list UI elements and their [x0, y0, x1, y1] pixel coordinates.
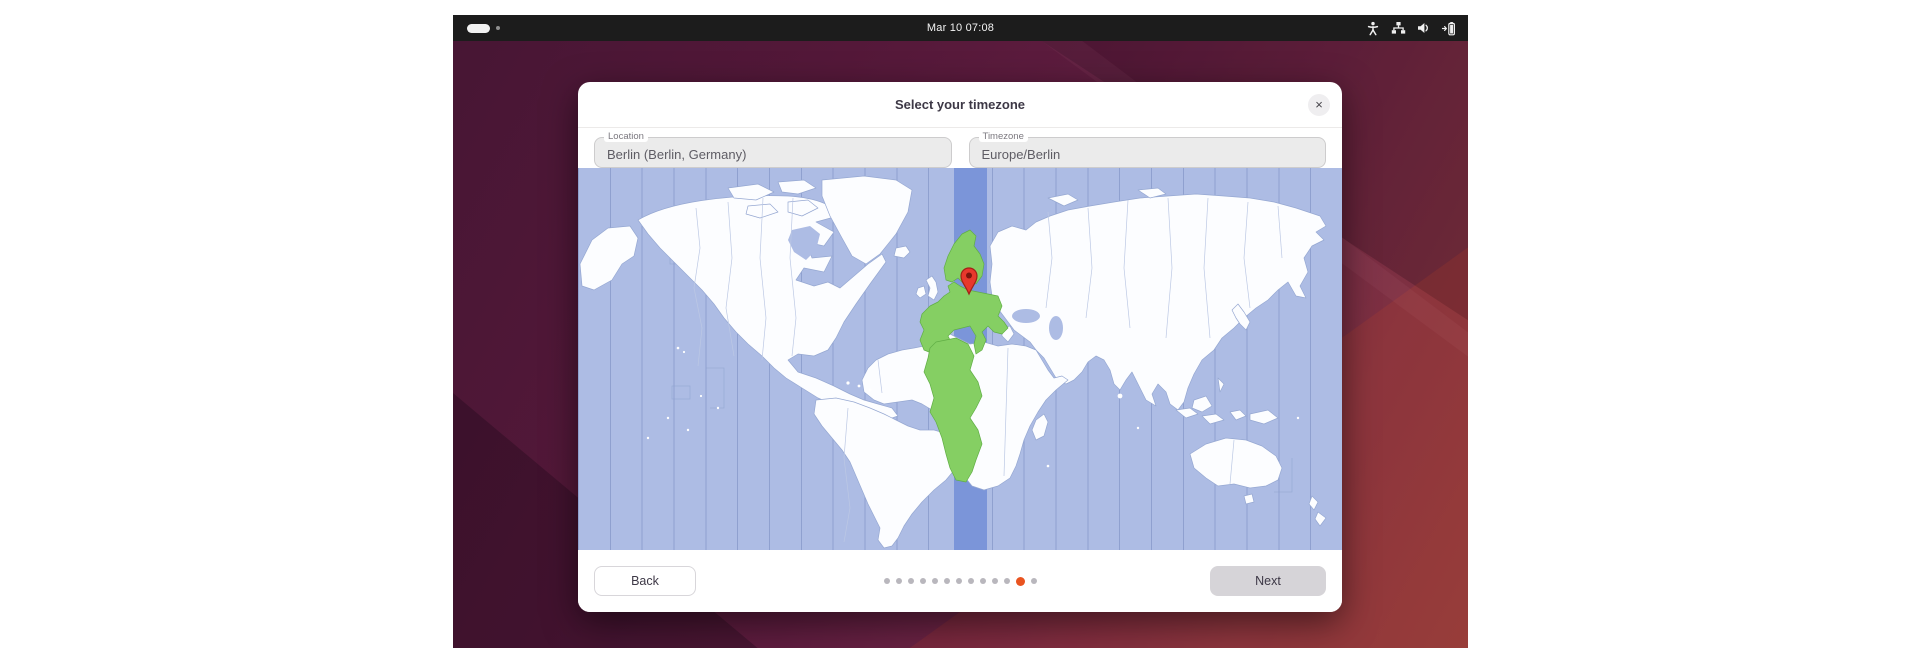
status-icons-menu[interactable]	[1366, 15, 1456, 41]
page-dot	[883, 578, 890, 584]
ubuntu-desktop: Mar 10 07:08	[453, 15, 1468, 648]
timezone-field[interactable]: Timezone Europe/Berlin	[968, 131, 1326, 168]
volume-icon	[1417, 21, 1430, 35]
network-wired-icon	[1391, 21, 1406, 35]
back-button[interactable]: Back	[594, 566, 696, 596]
workspace-indicator[interactable]	[467, 15, 500, 41]
dialog-footer: Back Next	[578, 550, 1342, 612]
page-dot	[895, 578, 902, 584]
page-dot	[955, 578, 962, 584]
clock[interactable]: Mar 10 07:08	[926, 22, 995, 34]
accessibility-icon	[1366, 21, 1380, 36]
dialog-title: Select your timezone	[894, 97, 1026, 112]
location-pin-icon	[960, 267, 978, 296]
location-field[interactable]: Location Berlin (Berlin, Germany)	[594, 131, 952, 168]
location-field-label: Location	[604, 131, 648, 142]
world-map-svg	[579, 168, 1327, 550]
battery-icon	[1441, 21, 1456, 36]
top-bar: Mar 10 07:08	[453, 15, 1468, 41]
page-dot-active	[1015, 576, 1025, 586]
page-dot	[919, 578, 926, 584]
timezone-field-value: Europe/Berlin	[981, 146, 1061, 162]
page-dot	[1003, 578, 1010, 584]
next-button[interactable]: Next	[1210, 566, 1326, 596]
page-dot	[991, 578, 998, 584]
active-workspace-pill	[467, 23, 490, 33]
world-timezone-map[interactable]	[578, 168, 1342, 550]
land-timezone-borders	[693, 197, 1283, 543]
inactive-workspace-dot	[496, 26, 500, 30]
location-field-value: Berlin (Berlin, Germany)	[607, 146, 747, 162]
page-dot	[907, 578, 914, 584]
timezone-dialog: Select your timezone × Location Berlin (…	[578, 82, 1342, 612]
page-dot	[1030, 578, 1037, 584]
fields-row: Location Berlin (Berlin, Germany) Timezo…	[578, 128, 1342, 168]
page-dot	[979, 578, 986, 584]
page-dot	[967, 578, 974, 584]
close-button[interactable]: ×	[1308, 94, 1330, 116]
dialog-header: Select your timezone ×	[578, 82, 1342, 128]
timezone-field-label: Timezone	[978, 131, 1028, 142]
page-dot	[943, 578, 950, 584]
page-dot	[931, 578, 938, 584]
